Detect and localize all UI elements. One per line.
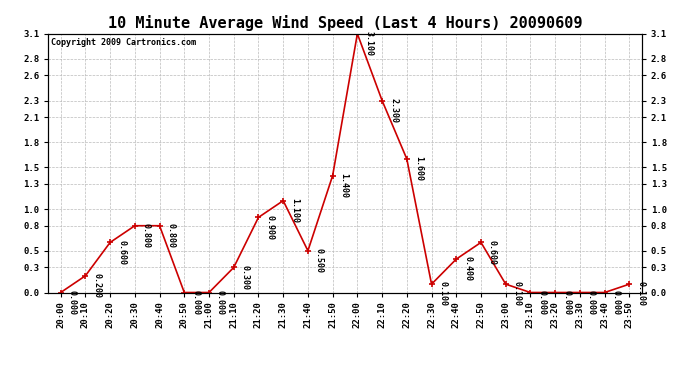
Text: 0.100: 0.100 xyxy=(636,281,645,306)
Text: 0.800: 0.800 xyxy=(166,223,175,248)
Text: 2.300: 2.300 xyxy=(389,98,398,123)
Text: 0.000: 0.000 xyxy=(611,290,620,315)
Text: 0.400: 0.400 xyxy=(463,256,472,281)
Text: 0.600: 0.600 xyxy=(117,240,126,265)
Text: 3.100: 3.100 xyxy=(364,31,373,56)
Text: 0.100: 0.100 xyxy=(438,281,448,306)
Text: 0.900: 0.900 xyxy=(266,214,275,240)
Text: 0.500: 0.500 xyxy=(315,248,324,273)
Text: 0.000: 0.000 xyxy=(191,290,200,315)
Text: 1.400: 1.400 xyxy=(339,173,348,198)
Text: 0.600: 0.600 xyxy=(488,240,497,265)
Text: 0.000: 0.000 xyxy=(216,290,225,315)
Text: 0.000: 0.000 xyxy=(586,290,596,315)
Text: 0.000: 0.000 xyxy=(562,290,571,315)
Text: 0.200: 0.200 xyxy=(92,273,101,298)
Text: 0.000: 0.000 xyxy=(68,290,77,315)
Text: 1.100: 1.100 xyxy=(290,198,299,223)
Text: 0.800: 0.800 xyxy=(141,223,151,248)
Text: 1.600: 1.600 xyxy=(414,156,423,181)
Text: 0.000: 0.000 xyxy=(538,290,546,315)
Text: Copyright 2009 Cartronics.com: Copyright 2009 Cartronics.com xyxy=(51,38,196,46)
Text: 0.300: 0.300 xyxy=(241,265,250,290)
Title: 10 Minute Average Wind Speed (Last 4 Hours) 20090609: 10 Minute Average Wind Speed (Last 4 Hou… xyxy=(108,15,582,31)
Text: 0.100: 0.100 xyxy=(513,281,522,306)
